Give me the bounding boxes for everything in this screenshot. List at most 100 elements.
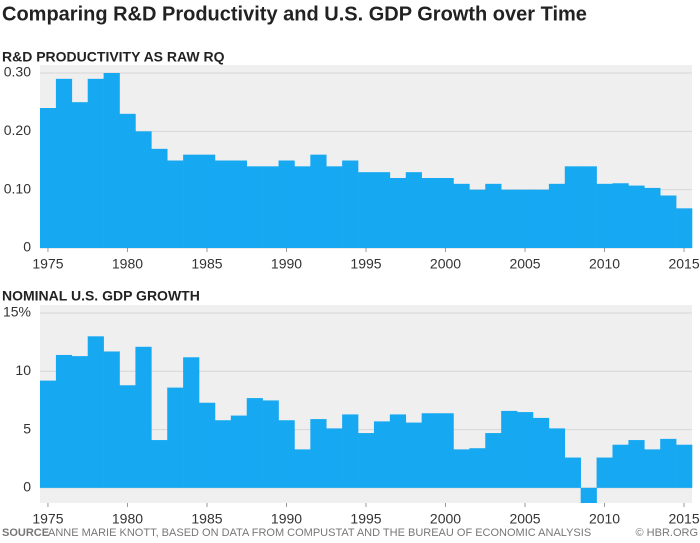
x-tick-label: 2000 (430, 256, 461, 272)
y-tick-label: 0.20 (4, 122, 31, 138)
bar (453, 183, 470, 248)
bar (469, 189, 486, 248)
bar (373, 421, 391, 488)
bar (485, 433, 502, 488)
bar (389, 178, 407, 248)
bar (326, 166, 343, 248)
bar (262, 166, 279, 248)
bar (167, 160, 184, 248)
bar (40, 380, 57, 488)
bar (389, 414, 407, 488)
bar (119, 113, 136, 248)
bar (342, 414, 359, 488)
bar (564, 457, 581, 488)
bar (469, 448, 486, 488)
bar (230, 160, 248, 248)
bar (310, 419, 327, 488)
bar (246, 398, 263, 488)
bar (230, 415, 248, 488)
x-tick-label: 2000 (430, 511, 461, 527)
bar (278, 420, 295, 488)
x-tick-label: 2005 (509, 256, 540, 272)
bar (532, 189, 550, 248)
bar (103, 351, 120, 488)
x-tick-label: 1975 (32, 511, 63, 527)
bar (437, 178, 454, 248)
bar (628, 185, 645, 248)
bar (71, 102, 89, 249)
bar (660, 438, 677, 488)
bar (135, 346, 152, 488)
x-tick-label: 1985 (191, 256, 222, 272)
bar (405, 172, 422, 248)
y-tick-label: 5 (23, 420, 31, 436)
y-tick-label: 0.30 (4, 64, 31, 80)
bar (532, 417, 550, 488)
bar (151, 440, 168, 488)
x-tick-label: 1975 (32, 256, 63, 272)
bar (246, 166, 263, 248)
x-tick-label: 1995 (350, 511, 381, 527)
bar (183, 357, 200, 488)
bar (87, 78, 104, 248)
bar (676, 208, 693, 248)
y-tick-label: 0.10 (4, 180, 31, 196)
x-tick-label: 2015 (668, 256, 699, 272)
bar (501, 410, 518, 488)
bar (596, 457, 613, 488)
bar (183, 154, 200, 248)
bar (405, 422, 422, 488)
bar (548, 183, 566, 248)
bar (135, 131, 152, 248)
x-tick-label: 2015 (668, 511, 699, 527)
bar (453, 449, 470, 488)
bar (373, 172, 391, 248)
bar (151, 148, 168, 248)
bar (55, 78, 73, 248)
bar (580, 166, 597, 248)
y-tick-label: 10 (15, 362, 31, 378)
bar (421, 413, 438, 488)
bar (87, 336, 104, 488)
x-tick-label: 1990 (271, 256, 302, 272)
bar (644, 187, 661, 248)
bar (214, 420, 232, 488)
bar (342, 160, 359, 248)
x-tick-label: 2005 (509, 511, 540, 527)
x-tick-label: 1990 (271, 511, 302, 527)
bar (564, 166, 581, 248)
bar (644, 449, 661, 488)
y-tick-label: 0 (23, 479, 31, 495)
source-label: SOURCE (2, 527, 49, 539)
bar (262, 400, 279, 488)
bar (55, 354, 73, 488)
bar (199, 402, 216, 488)
bar (612, 444, 629, 488)
bar (294, 166, 311, 248)
x-tick-label: 2010 (589, 511, 620, 527)
bar (437, 413, 454, 488)
x-tick-label: 1980 (112, 511, 143, 527)
bar (628, 440, 645, 488)
bar (676, 444, 693, 488)
bar (40, 108, 57, 248)
panel-title: R&D PRODUCTIVITY AS RAW RQ (2, 49, 225, 65)
bar (580, 487, 597, 503)
bar (278, 160, 295, 248)
credit: © HBR.ORG (636, 527, 699, 539)
bar (517, 412, 534, 488)
bar (660, 195, 677, 248)
panel-title: NOMINAL U.S. GDP GROWTH (2, 288, 200, 304)
bar (358, 433, 375, 488)
bar (310, 154, 327, 248)
bar (294, 449, 311, 488)
bar (421, 178, 438, 248)
bar (214, 160, 232, 248)
chart-title: Comparing R&D Productivity and U.S. GDP … (2, 3, 587, 25)
bar (501, 189, 518, 248)
bar (103, 73, 120, 248)
x-tick-label: 1980 (112, 256, 143, 272)
y-tick-label: 0 (23, 239, 31, 255)
y-tick-label: 15% (3, 304, 31, 320)
